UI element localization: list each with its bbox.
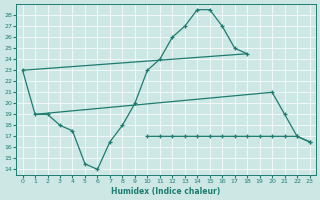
X-axis label: Humidex (Indice chaleur): Humidex (Indice chaleur) — [111, 187, 221, 196]
